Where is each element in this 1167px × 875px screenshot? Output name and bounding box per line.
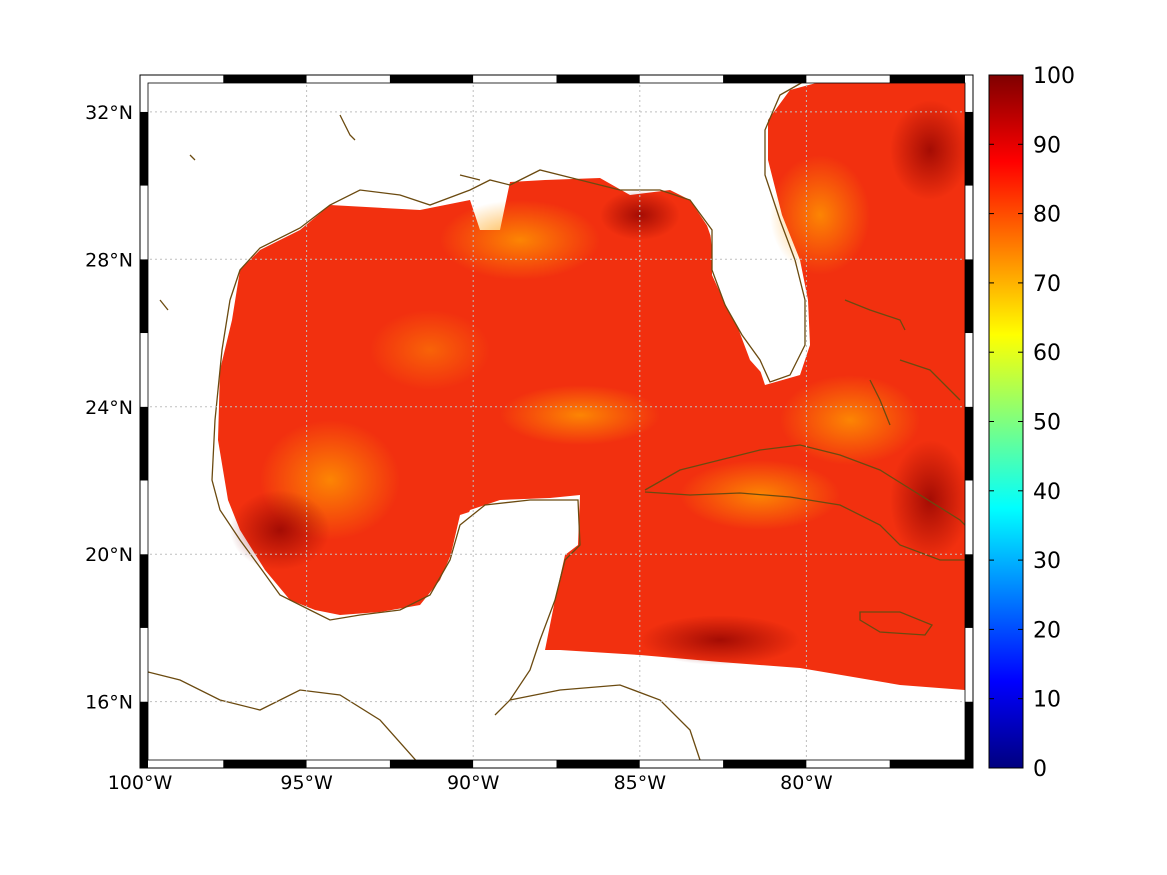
colorbar-ticks: 0 10 20 30 40 50 60 70 80 90 100: [989, 64, 1075, 782]
gulf-islands: [159, 114, 481, 311]
frame-bar-left: [140, 480, 148, 555]
cuba-coast: [644, 444, 971, 561]
frame-bar-bottom: [306, 760, 390, 768]
colorbar-tick-label: 90: [1033, 133, 1061, 158]
colorbar-tick-label: 50: [1033, 411, 1061, 436]
frame-bar-left: [140, 259, 148, 334]
frame-bar-top: [306, 75, 390, 83]
frame-bar-right: [965, 406, 973, 481]
frame-bar-right: [965, 627, 973, 702]
frame-bar-right: [965, 111, 973, 186]
colorbar-tick-label: 80: [1033, 203, 1061, 228]
frame-bar-bottom: [806, 760, 890, 768]
colorbar-tick-label: 60: [1033, 341, 1061, 366]
colorbar-tick-label: 10: [1033, 688, 1061, 713]
frame-bar-right: [965, 333, 973, 407]
colorbar: 0 10 20 30 40 50 60 70 80 90 100: [988, 64, 1075, 782]
mexico-coast: [211, 299, 581, 716]
frame-bar-top: [140, 75, 224, 83]
frame-bar-top: [223, 75, 307, 83]
data-field: [218, 82, 970, 690]
lon-tick-label: 100°W: [108, 772, 173, 794]
frame-bar-left: [140, 185, 148, 260]
lat-tick-label: 32°N: [85, 102, 133, 124]
frame-bar-left: [140, 627, 148, 702]
frame-bar-bottom: [473, 760, 557, 768]
frame-bar-top: [806, 75, 890, 83]
yucatan-land: [420, 498, 578, 700]
frame-bar-top: [889, 75, 973, 83]
coastlines: [140, 77, 971, 766]
map-panel: [140, 75, 973, 768]
florida-land: [680, 175, 808, 380]
frame-bar-right: [965, 701, 973, 768]
frame-bar-bottom: [389, 760, 474, 768]
honduras-coast: [509, 684, 701, 761]
frame-bar-bottom: [889, 760, 973, 768]
frame-bar-top: [389, 75, 474, 83]
frame-bar-top: [556, 75, 640, 83]
lat-tick-label: 16°N: [85, 692, 133, 714]
lon-tick-label: 90°W: [447, 772, 500, 794]
frame-bar-right: [965, 259, 973, 334]
bahamas-coast: [844, 299, 961, 426]
colorbar-tick-label: 0: [1033, 757, 1047, 782]
frame-bar-top: [723, 75, 807, 83]
frame-bar-right: [965, 185, 973, 260]
frame-bar-left: [140, 75, 148, 112]
frame-bar-bottom: [140, 760, 224, 768]
frame-bar-left: [140, 554, 148, 628]
colorbar-tick-label: 20: [1033, 618, 1061, 643]
frame-bar-left: [140, 701, 148, 768]
frame-inner-outline: [147, 82, 966, 761]
frame-bar-bottom: [223, 760, 307, 768]
frame-bar-left: [140, 333, 148, 407]
latitude-tick-labels: 16°N 20°N 24°N 28°N 32°N: [85, 102, 133, 714]
lat-tick-label: 20°N: [85, 544, 133, 566]
gulf-coast-north: [229, 77, 811, 383]
central-america-coast: [140, 669, 421, 766]
frame-bar-right: [965, 554, 973, 628]
frame-bar-right: [965, 75, 973, 112]
frame-bar-bottom: [556, 760, 640, 768]
lon-tick-label: 95°W: [280, 772, 333, 794]
lat-tick-label: 28°N: [85, 249, 133, 271]
land-mask: [420, 175, 808, 700]
longitude-tick-labels: 100°W 95°W 90°W 85°W 80°W: [108, 772, 833, 794]
frame-bar-top: [639, 75, 724, 83]
colorbar-tick-label: 100: [1033, 64, 1075, 89]
lon-tick-label: 85°W: [614, 772, 667, 794]
lon-tick-label: 80°W: [780, 772, 833, 794]
frame-bar-right: [965, 480, 973, 555]
frame-bar-top: [473, 75, 557, 83]
colorbar-tick-label: 30: [1033, 549, 1061, 574]
colorbar-tick-label: 40: [1033, 480, 1061, 505]
frame-bar-left: [140, 111, 148, 186]
lat-tick-label: 24°N: [85, 397, 133, 419]
frame-bar-bottom: [723, 760, 807, 768]
frame-bar-bottom: [639, 760, 724, 768]
frame-outline: [139, 74, 974, 769]
frame-bar-left: [140, 406, 148, 481]
colorbar-gradient: [988, 74, 1024, 769]
jamaica-coast: [859, 611, 934, 636]
map-frame: [139, 74, 974, 769]
gridlines: [140, 75, 973, 768]
colorbar-tick-label: 70: [1033, 272, 1061, 297]
